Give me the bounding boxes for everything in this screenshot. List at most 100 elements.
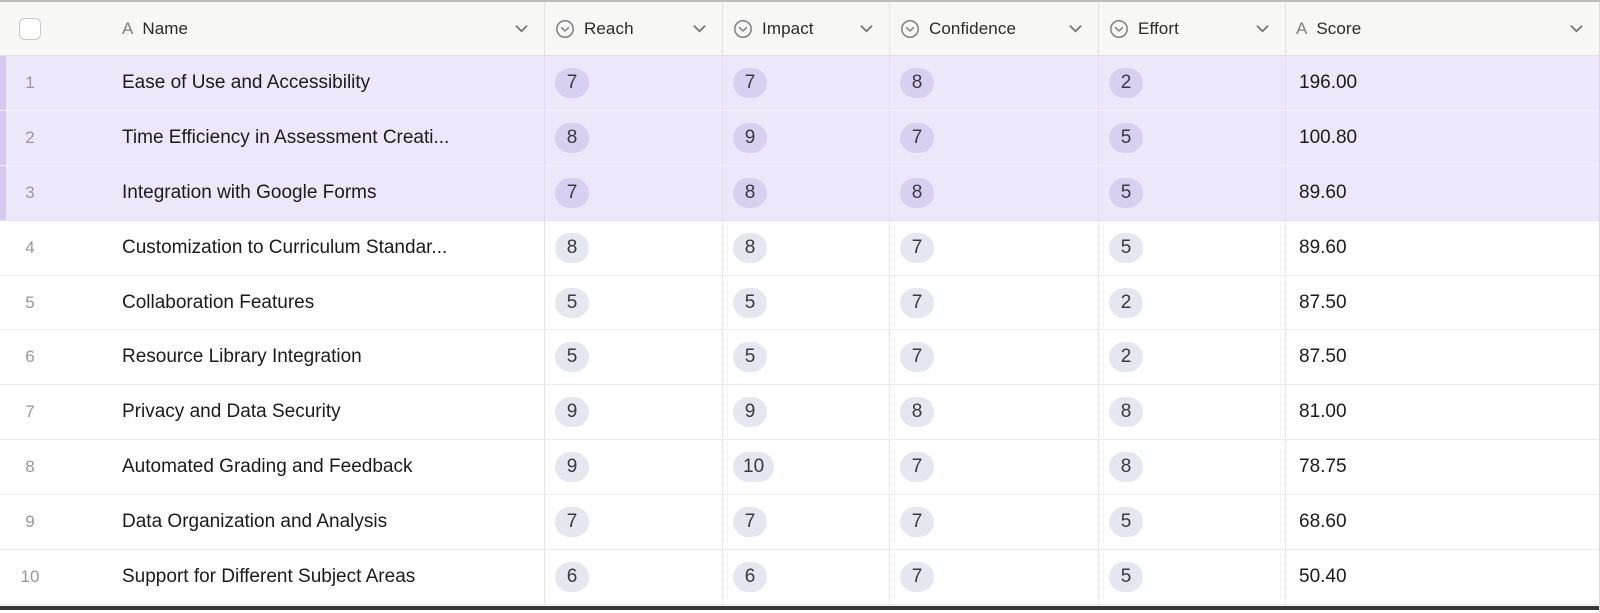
bottom-edge-bar	[0, 606, 1599, 610]
score-cell[interactable]: 89.60	[1286, 166, 1599, 220]
confidence-cell[interactable]: 7	[890, 275, 1099, 330]
confidence-value-pill: 7	[900, 232, 934, 263]
score-cell[interactable]: 68.60	[1286, 495, 1599, 549]
confidence-value-pill: 8	[900, 67, 934, 98]
score-cell[interactable]: 87.50	[1286, 276, 1599, 330]
name-cell[interactable]: Customization to Curriculum Standar...	[60, 220, 545, 275]
score-cell[interactable]: 50.40	[1286, 550, 1599, 604]
row-number-cell[interactable]: 8	[0, 440, 60, 494]
name-text: Collaboration Features	[122, 291, 315, 313]
name-cell[interactable]: Privacy and Data Security	[60, 385, 545, 440]
column-header-name[interactable]: A Name	[60, 2, 545, 55]
score-cell[interactable]: 89.60	[1286, 221, 1599, 275]
impact-cell[interactable]: 8	[723, 165, 890, 220]
name-cell[interactable]: Integration with Google Forms	[60, 165, 545, 220]
column-header-effort[interactable]: Effort	[1099, 2, 1286, 55]
chevron-down-icon[interactable]	[513, 20, 530, 37]
impact-cell[interactable]: 7	[723, 495, 890, 550]
score-cell[interactable]: 81.00	[1286, 385, 1599, 439]
impact-cell[interactable]: 9	[723, 110, 890, 165]
row-number-cell[interactable]: 3	[0, 166, 60, 220]
row-number: 9	[25, 512, 35, 532]
row-number-cell[interactable]: 7	[0, 385, 60, 439]
name-cell[interactable]: Resource Library Integration	[60, 330, 545, 385]
impact-cell[interactable]: 6	[723, 550, 890, 604]
confidence-cell[interactable]: 7	[890, 440, 1099, 495]
impact-value-pill: 6	[733, 561, 767, 592]
confidence-cell[interactable]: 7	[890, 495, 1099, 550]
effort-cell[interactable]: 5	[1099, 550, 1286, 604]
column-header-score[interactable]: A Score	[1286, 2, 1599, 55]
reach-cell[interactable]: 9	[545, 385, 723, 440]
effort-value-pill: 5	[1109, 561, 1143, 592]
confidence-cell[interactable]: 7	[890, 330, 1099, 385]
name-text: Integration with Google Forms	[122, 181, 377, 203]
row-number-cell[interactable]: 5	[0, 276, 60, 330]
confidence-cell[interactable]: 8	[890, 165, 1099, 220]
row-number-cell[interactable]: 6	[0, 330, 60, 384]
reach-cell[interactable]: 7	[545, 495, 723, 550]
name-cell[interactable]: Collaboration Features	[60, 275, 545, 330]
impact-cell[interactable]: 9	[723, 385, 890, 440]
reach-cell[interactable]: 5	[545, 330, 723, 385]
effort-cell[interactable]: 5	[1099, 495, 1286, 550]
confidence-cell[interactable]: 7	[890, 110, 1099, 165]
select-all-checkbox[interactable]	[19, 17, 41, 40]
score-text: 78.75	[1299, 456, 1347, 478]
reach-cell[interactable]: 6	[545, 550, 723, 604]
confidence-cell[interactable]: 7	[890, 220, 1099, 275]
effort-cell[interactable]: 5	[1099, 110, 1286, 165]
name-text: Support for Different Subject Areas	[122, 565, 416, 587]
name-cell[interactable]: Data Organization and Analysis	[60, 495, 545, 550]
score-cell[interactable]: 196.00	[1286, 56, 1599, 110]
score-cell[interactable]: 78.75	[1286, 440, 1599, 494]
confidence-cell[interactable]: 8	[890, 56, 1099, 110]
column-header-impact[interactable]: Impact	[723, 2, 890, 55]
chevron-down-icon[interactable]	[858, 20, 875, 37]
name-cell[interactable]: Time Efficiency in Assessment Creati...	[60, 110, 545, 165]
impact-cell[interactable]: 10	[723, 440, 890, 495]
effort-cell[interactable]: 5	[1099, 220, 1286, 275]
row-number-cell[interactable]: 10	[0, 550, 60, 604]
name-cell[interactable]: Support for Different Subject Areas	[60, 550, 545, 604]
score-cell[interactable]: 87.50	[1286, 330, 1599, 384]
impact-cell[interactable]: 7	[723, 56, 890, 110]
effort-value-pill: 5	[1109, 507, 1143, 538]
table-row: 9 Data Organization and Analysis 7 7 7 5…	[0, 495, 1599, 551]
name-cell[interactable]: Automated Grading and Feedback	[60, 440, 545, 495]
row-number-cell[interactable]: 9	[0, 495, 60, 549]
row-number-cell[interactable]: 2	[0, 111, 60, 165]
effort-cell[interactable]: 5	[1099, 165, 1286, 220]
score-text: 100.80	[1299, 126, 1358, 148]
reach-cell[interactable]: 9	[545, 440, 723, 495]
score-cell[interactable]: 100.80	[1286, 111, 1599, 165]
impact-cell[interactable]: 5	[723, 275, 890, 330]
column-header-confidence[interactable]: Confidence	[890, 2, 1099, 55]
chevron-down-icon[interactable]	[1067, 20, 1084, 37]
row-number-cell[interactable]: 1	[0, 56, 60, 110]
row-number-cell[interactable]: 4	[0, 221, 60, 275]
effort-cell[interactable]: 8	[1099, 385, 1286, 440]
impact-cell[interactable]: 5	[723, 330, 890, 385]
confidence-cell[interactable]: 8	[890, 385, 1099, 440]
chevron-down-icon[interactable]	[1254, 20, 1271, 37]
row-number: 1	[25, 72, 35, 92]
score-text: 81.00	[1299, 401, 1347, 423]
impact-cell[interactable]: 8	[723, 220, 890, 275]
row-number: 4	[25, 237, 35, 257]
reach-cell[interactable]: 8	[545, 110, 723, 165]
reach-cell[interactable]: 7	[545, 165, 723, 220]
effort-cell[interactable]: 2	[1099, 330, 1286, 385]
reach-cell[interactable]: 8	[545, 220, 723, 275]
confidence-cell[interactable]: 7	[890, 550, 1099, 604]
name-text: Automated Grading and Feedback	[122, 456, 413, 478]
name-cell[interactable]: Ease of Use and Accessibility	[60, 56, 545, 110]
column-header-reach[interactable]: Reach	[545, 2, 723, 55]
chevron-down-icon[interactable]	[1568, 20, 1585, 37]
chevron-down-icon[interactable]	[691, 20, 708, 37]
reach-cell[interactable]: 5	[545, 275, 723, 330]
effort-cell[interactable]: 2	[1099, 275, 1286, 330]
effort-cell[interactable]: 2	[1099, 56, 1286, 110]
reach-cell[interactable]: 7	[545, 56, 723, 110]
effort-cell[interactable]: 8	[1099, 440, 1286, 495]
